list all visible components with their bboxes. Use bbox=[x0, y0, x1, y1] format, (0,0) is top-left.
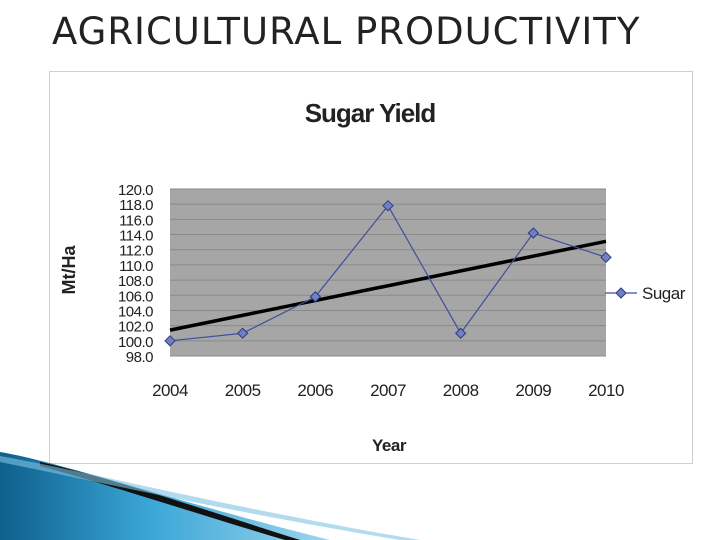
x-tick-label: 2009 bbox=[515, 381, 551, 400]
y-tick-label: 110.0 bbox=[119, 258, 153, 275]
legend-marker bbox=[615, 287, 627, 299]
y-tick-label: 118.0 bbox=[119, 197, 153, 214]
y-axis-ticks: 98.0100.0102.0104.0106.0108.0110.0112.01… bbox=[118, 182, 154, 366]
data-point-marker bbox=[600, 251, 612, 264]
plot-area bbox=[170, 189, 606, 356]
y-tick-label: 106.0 bbox=[118, 288, 153, 305]
x-tick-label: 2008 bbox=[443, 381, 479, 400]
data-point-marker bbox=[309, 291, 322, 303]
x-axis-label: Year bbox=[372, 436, 407, 455]
data-point-marker bbox=[164, 335, 176, 347]
x-tick-label: 2005 bbox=[225, 381, 261, 400]
y-tick-label: 114.0 bbox=[119, 228, 153, 245]
y-tick-label: 98.0 bbox=[126, 349, 153, 366]
legend: Sugar bbox=[605, 284, 686, 303]
slide-title: AGRICULTURAL PRODUCTIVITY bbox=[52, 10, 641, 53]
x-tick-label: 2007 bbox=[370, 381, 406, 400]
y-tick-label: 112.0 bbox=[119, 243, 153, 260]
y-tick-label: 116.0 bbox=[119, 212, 153, 229]
data-point-marker bbox=[236, 327, 249, 339]
x-axis-ticks: 2004 2005 2006 2007 2008 2009 2010 bbox=[152, 381, 624, 400]
x-tick-label: 2010 bbox=[588, 381, 624, 400]
gridlines bbox=[170, 188, 606, 357]
y-tick-label: 108.0 bbox=[118, 273, 153, 290]
data-point-marker bbox=[454, 327, 467, 339]
x-tick-label: 2006 bbox=[297, 381, 333, 400]
y-tick-label: 102.0 bbox=[118, 319, 153, 336]
y-tick-label: 100.0 bbox=[118, 334, 153, 351]
trendline bbox=[169, 239, 607, 332]
y-axis-label: Mt/Ha bbox=[59, 245, 79, 295]
y-tick-label: 120.0 bbox=[118, 182, 153, 199]
legend-label: Sugar bbox=[642, 284, 686, 303]
series-sugar bbox=[164, 199, 612, 347]
data-point-marker bbox=[382, 199, 394, 212]
chart-title: Sugar Yield bbox=[305, 98, 436, 128]
x-tick-label: 2004 bbox=[152, 381, 188, 400]
trendline-line bbox=[169, 239, 607, 332]
corner-swoosh-decoration bbox=[0, 452, 420, 540]
y-tick-label: 104.0 bbox=[118, 303, 153, 320]
data-point-marker bbox=[527, 227, 540, 239]
